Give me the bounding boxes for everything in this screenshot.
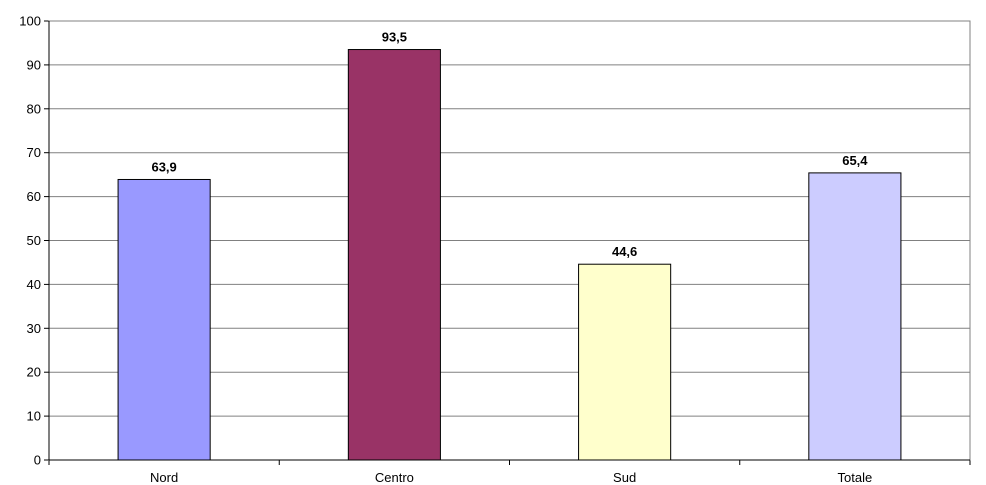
y-tick-label: 0 xyxy=(34,453,41,468)
x-axis-tick-labels: Nord Centro Sud Totale xyxy=(150,470,872,485)
bar-centro xyxy=(347,49,441,461)
y-tick-label: 20 xyxy=(27,365,41,380)
data-label-sud: 44,6 xyxy=(612,244,637,259)
axes xyxy=(44,20,971,465)
bar-totale xyxy=(808,172,902,461)
y-tick-label: 50 xyxy=(27,233,41,248)
data-label-centro: 93,5 xyxy=(382,30,407,45)
x-tick-label-sud: Sud xyxy=(613,470,636,485)
data-label-totale: 65,4 xyxy=(842,153,868,168)
y-tick-label: 40 xyxy=(27,277,41,292)
data-label-nord: 63,9 xyxy=(151,159,176,174)
y-tick-label: 10 xyxy=(27,409,41,424)
y-tick-label: 60 xyxy=(27,189,41,204)
y-tick-label: 80 xyxy=(27,101,41,116)
y-axis-tick-labels: 0 10 20 30 40 50 60 70 80 90 100 xyxy=(19,14,41,468)
x-tick-label-centro: Centro xyxy=(375,470,414,485)
bar-nord xyxy=(117,178,211,461)
y-tick-label: 70 xyxy=(27,145,41,160)
x-tick-label-nord: Nord xyxy=(150,470,178,485)
bar-sud xyxy=(578,263,672,461)
y-tick-label: 90 xyxy=(27,57,41,72)
bars xyxy=(117,49,902,461)
x-tick-label-totale: Totale xyxy=(838,470,873,485)
y-tick-label: 100 xyxy=(19,14,41,29)
data-labels: 63,9 93,5 44,6 65,4 xyxy=(151,30,868,260)
y-tick-label: 30 xyxy=(27,321,41,336)
